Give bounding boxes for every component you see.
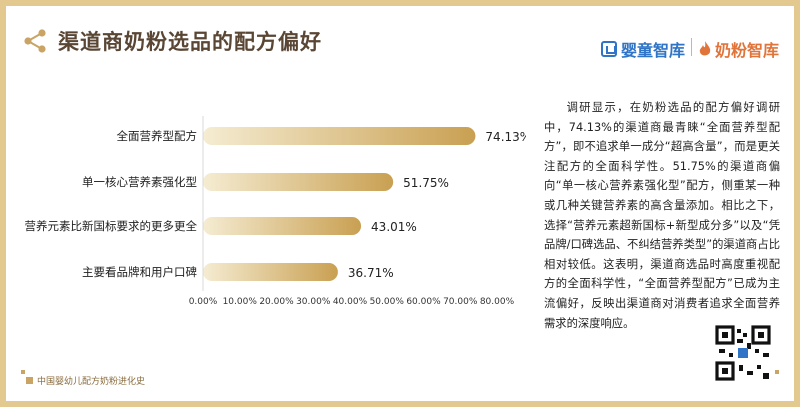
brand1-logo-icon	[601, 41, 617, 57]
bar-chart: 全面营养型配方 74.13% 单一核心营养素强化型 51.75% 营养元素比新国标要求的…	[25, 116, 526, 307]
brand-divider	[691, 38, 692, 56]
category-label: 主要看品牌和用户口碑	[82, 265, 197, 279]
page-title: 渠道商奶粉选品的配方偏好	[58, 30, 322, 54]
value-label: 51.75%	[403, 176, 449, 190]
share-icon	[24, 29, 46, 53]
category-label: 单一核心营养素强化型	[82, 175, 197, 189]
x-tick-label: 20.00%	[259, 297, 294, 307]
corner-marker	[775, 370, 779, 374]
x-tick-label: 0.00%	[189, 297, 218, 307]
brand2-logo: 奶粉智库	[698, 37, 779, 61]
category-label: 全面营养型配方	[117, 129, 198, 143]
value-label: 36.71%	[348, 266, 394, 280]
x-tick-label: 60.00%	[406, 297, 441, 307]
x-tick-label: 30.00%	[296, 297, 331, 307]
corner-marker	[21, 370, 25, 374]
qr-code-icon	[715, 325, 771, 381]
brand1-name: 婴童智库	[621, 41, 686, 60]
bar-0	[203, 127, 476, 145]
brand1-logo: 婴童智库	[601, 37, 685, 61]
analysis-text: 调研显示，在奶粉选品的配方偏好调研中，74.13%的渠道商最青睐“全面营养型配方…	[544, 101, 780, 330]
footer-text: 中国婴幼儿配方奶粉进化史	[37, 377, 146, 387]
brand2-flame-icon	[699, 41, 711, 56]
content-panel: 渠道商奶粉选品的配方偏好 婴童智库 奶粉智库 全面营养型配方 74.13% 单一核心…	[6, 6, 794, 401]
footer: 中国婴幼儿配方奶粉进化史	[26, 374, 145, 387]
value-label: 74.13%	[485, 130, 526, 144]
bar-1	[203, 173, 394, 191]
bar-3	[203, 263, 338, 281]
header: 渠道商奶粉选品的配方偏好 婴童智库 奶粉智库	[6, 6, 794, 68]
x-tick-label: 70.00%	[443, 297, 478, 307]
footer-marker	[26, 377, 33, 384]
x-tick-label: 80.00%	[480, 297, 515, 307]
x-tick-label: 40.00%	[333, 297, 368, 307]
brand2-name: 奶粉智库	[715, 41, 780, 60]
value-label: 43.01%	[371, 220, 417, 234]
x-tick-label: 10.00%	[223, 297, 258, 307]
category-label: 营养元素比新国标要求的更多更全	[25, 219, 198, 233]
x-tick-label: 50.00%	[370, 297, 405, 307]
bar-2	[203, 217, 362, 235]
